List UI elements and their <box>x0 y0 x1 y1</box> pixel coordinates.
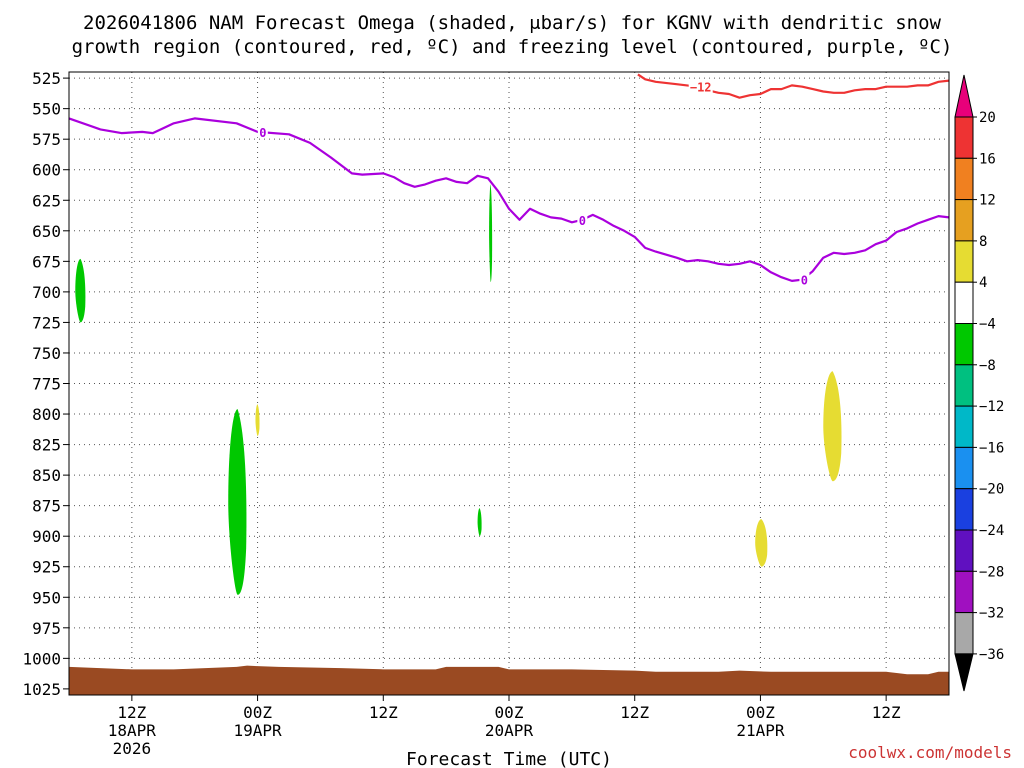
x-tick-label: 12Z <box>620 703 649 722</box>
omega-shaded-region <box>489 184 493 283</box>
colorbar-label: 8 <box>979 234 987 250</box>
contour-label-bg <box>799 272 810 286</box>
colorbar-segment <box>954 446 974 490</box>
colorbar-label: −24 <box>979 523 1004 539</box>
omega-shaded-region <box>75 258 86 323</box>
contour-label-bg <box>688 79 713 93</box>
x-tick-label: 18APR <box>108 721 157 740</box>
colorbar-segment <box>954 116 974 159</box>
contour-label: 0 <box>259 126 266 140</box>
colorbar-segment <box>954 612 974 655</box>
colorbar-segment <box>954 157 974 201</box>
omega-shaded-regions <box>75 184 842 595</box>
colorbar-segment <box>954 240 974 283</box>
colorbar-segment <box>954 364 974 407</box>
colorbar-label: 4 <box>979 275 987 291</box>
omega-shaded-region <box>255 404 260 437</box>
y-tick-label: 675 <box>32 252 61 271</box>
y-tick-label: 725 <box>32 313 61 332</box>
y-tick-label: 1000 <box>22 649 61 668</box>
x-tick-label: 20APR <box>485 721 534 740</box>
y-tick-label: 650 <box>32 222 61 241</box>
y-tick-label: 575 <box>32 130 61 149</box>
colorbar-label: −32 <box>979 606 1004 622</box>
y-tick-label: 950 <box>32 588 61 607</box>
colorbar-segment <box>954 405 974 448</box>
x-tick-label: 19APR <box>233 721 282 740</box>
y-tick-label: 775 <box>32 375 61 394</box>
colorbar-segment <box>954 199 974 242</box>
x-tick-label: 00Z <box>746 703 775 722</box>
y-tick-label: 625 <box>32 191 61 210</box>
chart-title-line2: growth region (contoured, red, ºC) and f… <box>72 36 953 58</box>
x-tick-label: 00Z <box>243 703 272 722</box>
colorbar-label: −20 <box>979 482 1004 498</box>
y-tick-label: 850 <box>32 466 61 485</box>
colorbar-label: 20 <box>979 110 996 126</box>
omega-shaded-region <box>823 371 842 482</box>
y-tick-label: 700 <box>32 283 61 302</box>
colorbar-segment <box>954 323 974 366</box>
omega-shaded-region <box>477 508 482 537</box>
colorbar: 20 16 12 8 4 −4 −8 −12 −16 −20 −24 −28 −32 −36 <box>954 74 1004 692</box>
contour-line-freezing-level <box>68 117 950 282</box>
y-tick-label: 925 <box>32 558 61 577</box>
colorbar-segment <box>954 570 974 614</box>
contour-label: 0 <box>579 214 586 228</box>
colorbar-label: −4 <box>979 317 996 333</box>
x-tick-label: 2026 <box>113 739 152 758</box>
x-tick-label: 00Z <box>495 703 524 722</box>
colorbar-segment <box>954 281 974 325</box>
y-tick-label: 600 <box>32 161 61 180</box>
contour-lines: 0 0 0 −12 <box>68 73 950 288</box>
contour-label-bg <box>577 212 588 226</box>
colorbar-label: −12 <box>979 399 1004 415</box>
omega-shaded-region <box>228 409 247 595</box>
credit-text: coolwx.com/models <box>848 743 1012 762</box>
x-tick-label: 12Z <box>117 703 146 722</box>
y-tick-label: 750 <box>32 344 61 363</box>
contour-label: −12 <box>690 81 712 95</box>
chart-title-line1: 2026041806 NAM Forecast Omega (shaded, μ… <box>83 12 941 34</box>
y-tick-label: 800 <box>32 405 61 424</box>
contour-label: 0 <box>801 274 808 288</box>
colorbar-label: −28 <box>979 564 1004 580</box>
contour-label-bg <box>257 124 268 138</box>
y-tick-label: 900 <box>32 527 61 546</box>
ground-surface <box>69 665 949 695</box>
x-axis-label: Forecast Time (UTC) <box>406 749 612 768</box>
y-tick-label: 550 <box>32 100 61 119</box>
colorbar-label: −16 <box>979 440 1004 456</box>
y-tick-label: 975 <box>32 619 61 638</box>
colorbar-segment <box>954 653 974 692</box>
y-tick-label: 525 <box>32 69 61 88</box>
grid-lines <box>69 72 949 695</box>
colorbar-label: 16 <box>979 151 996 167</box>
x-tick-label: 12Z <box>872 703 901 722</box>
y-tick-label: 1025 <box>22 680 61 699</box>
x-tick-label: 21APR <box>736 721 785 740</box>
y-tick-label: 875 <box>32 497 61 516</box>
colorbar-label: −36 <box>979 647 1004 663</box>
x-tick-label: 12Z <box>369 703 398 722</box>
colorbar-segment <box>954 74 974 118</box>
y-axis-ticks: 525 550 575 600 625 650 675 700 725 750 775 800 825 8… <box>22 69 69 699</box>
omega-shaded-region <box>755 519 768 567</box>
ground-area <box>69 665 949 695</box>
colorbar-label: 12 <box>979 193 996 209</box>
colorbar-segment <box>954 488 974 531</box>
colorbar-segment <box>954 529 974 572</box>
colorbar-label: −8 <box>979 358 996 374</box>
y-tick-label: 825 <box>32 436 61 455</box>
